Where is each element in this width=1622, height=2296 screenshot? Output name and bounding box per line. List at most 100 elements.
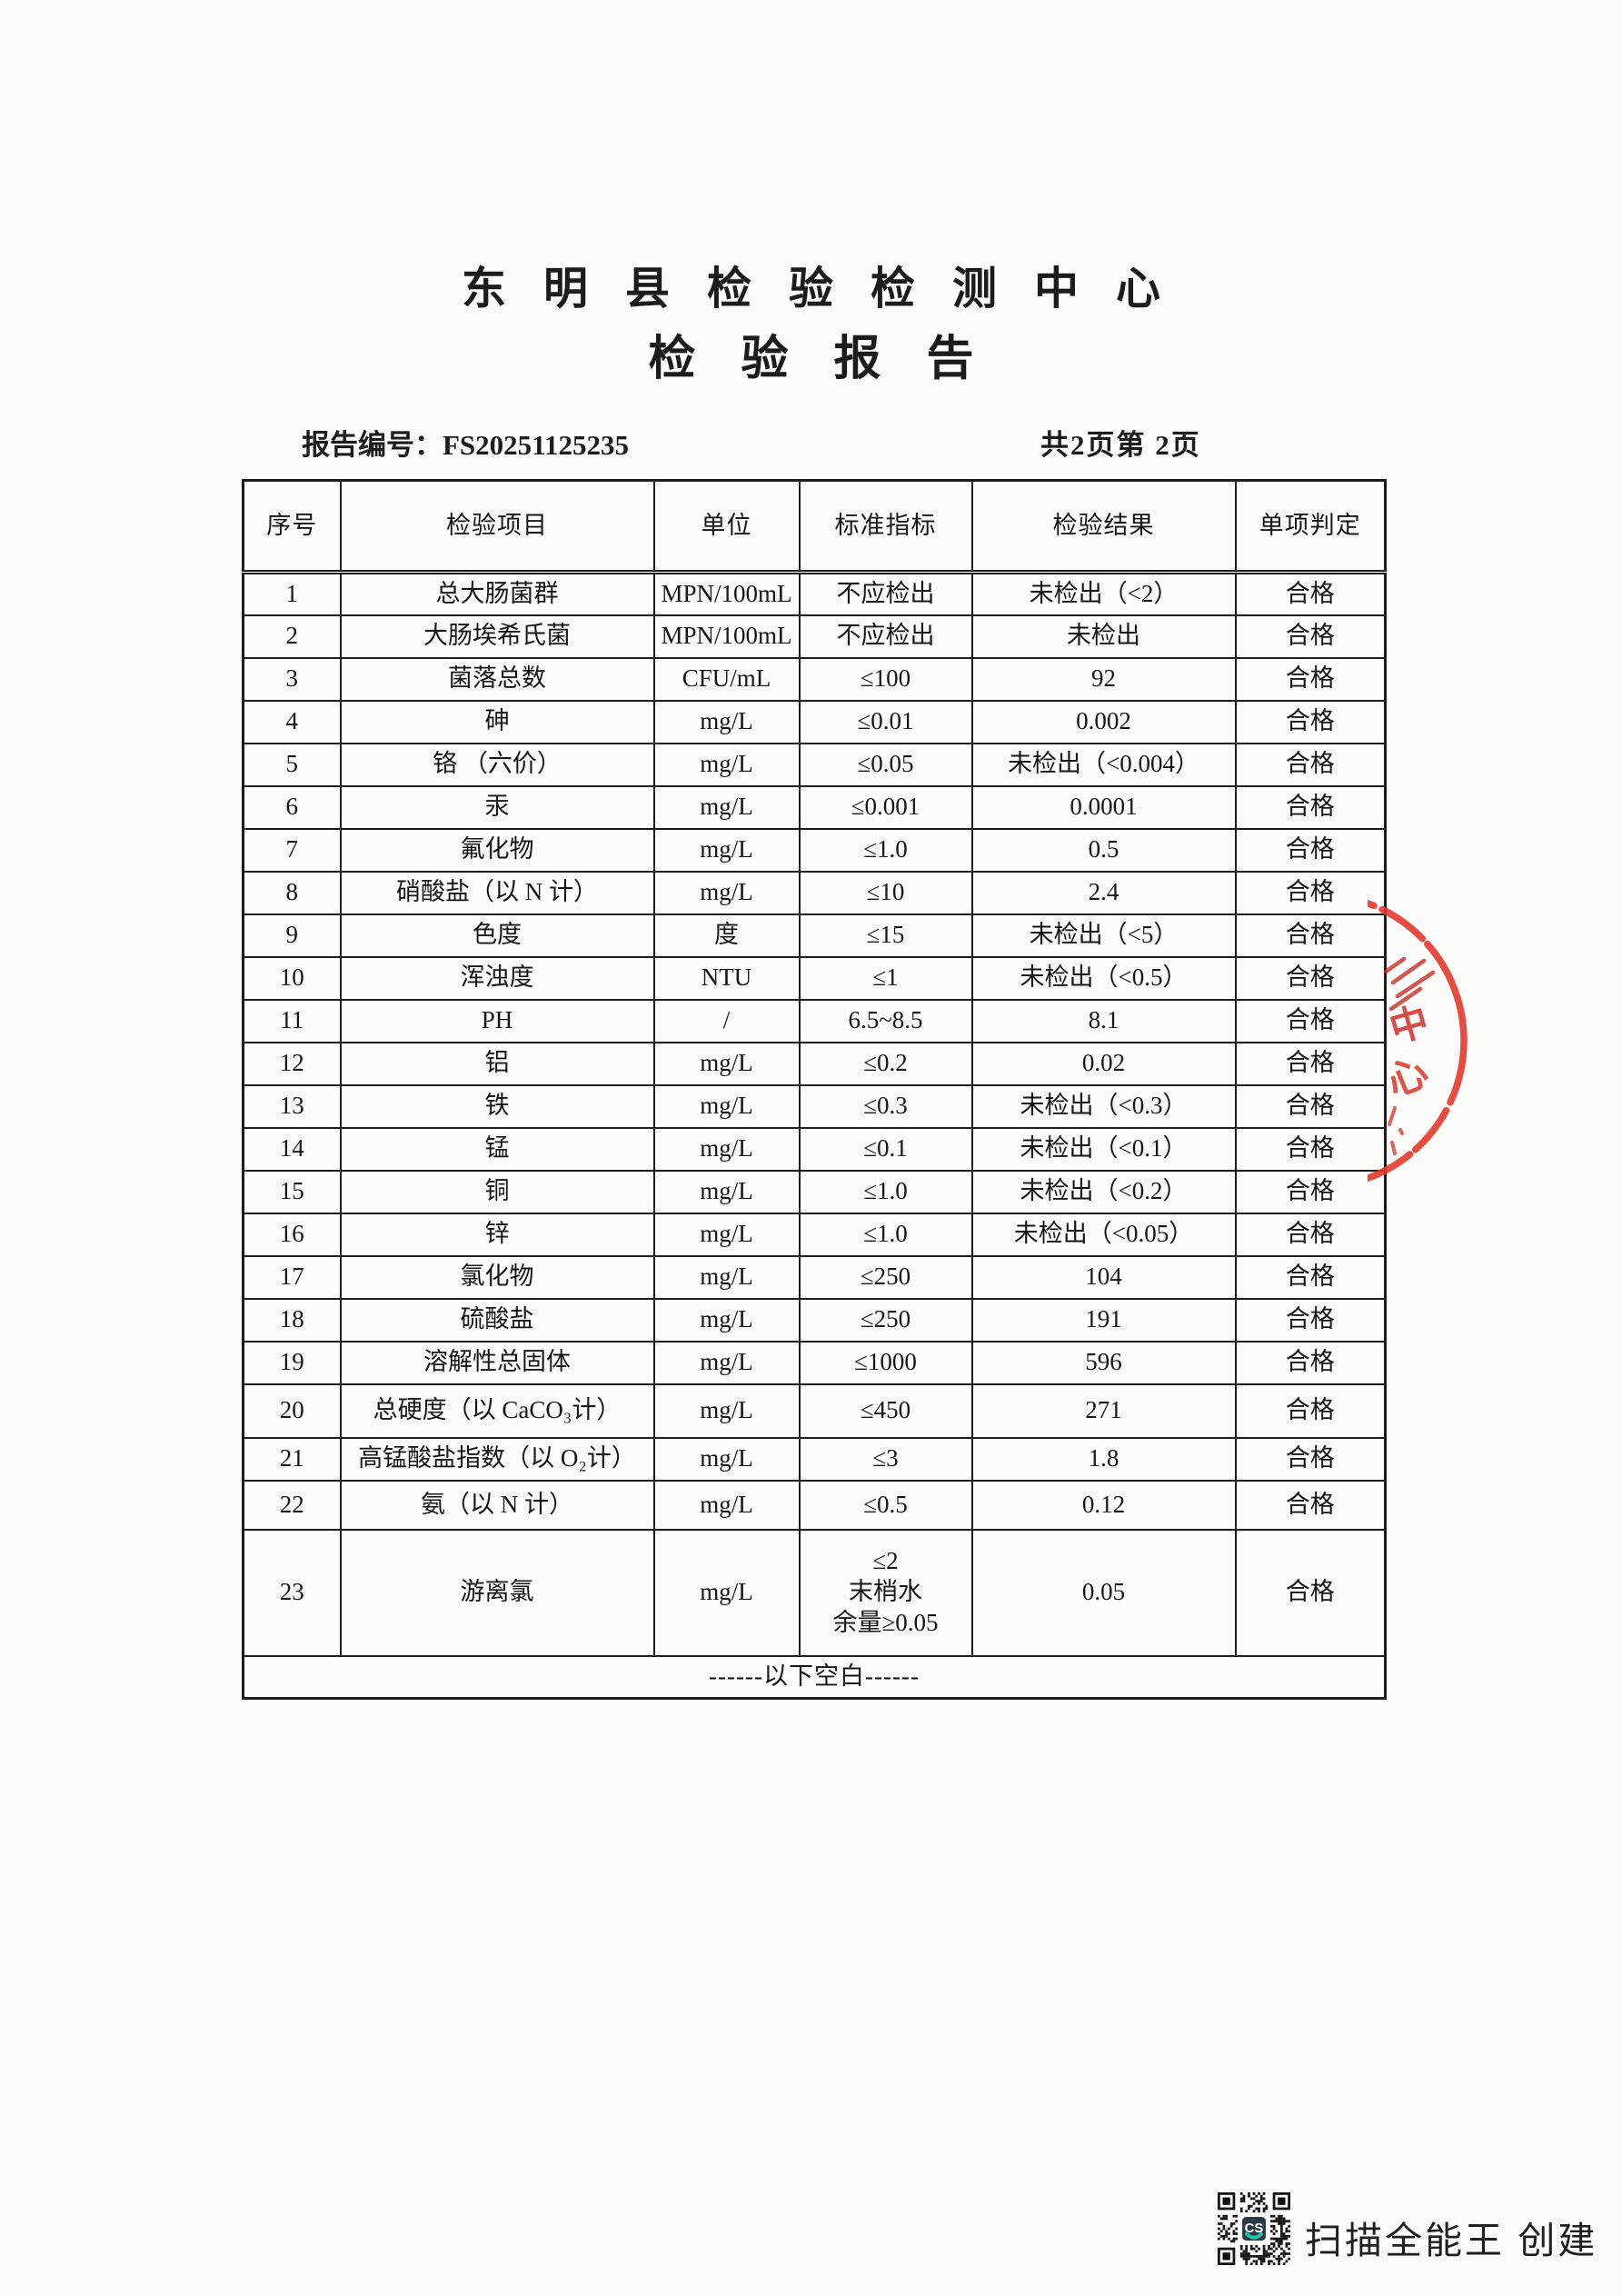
- cell-unit: mg/L: [652, 1083, 801, 1129]
- cell-standard: ≤100: [798, 656, 973, 702]
- cell-judgment: 合格: [1234, 955, 1387, 1001]
- cell-item: 砷: [339, 699, 655, 744]
- table-row: 1 总大肠菌群 MPN/100mL 不应检出 未检出（<2） 合格: [242, 571, 1387, 616]
- table-row: 8 硝酸盐（以 N 计） mg/L ≤10 2.4 合格: [242, 870, 1387, 915]
- cell-standard: 不应检出: [798, 614, 973, 659]
- cell-judgment: 合格: [1234, 1297, 1387, 1343]
- cell-result: 0.002: [970, 699, 1237, 744]
- cell-item: 浑浊度: [339, 955, 655, 1001]
- cell-judgment: 合格: [1234, 1340, 1387, 1385]
- table-row: 16 锌 mg/L ≤1.0 未检出（<0.05） 合格: [242, 1212, 1387, 1257]
- col-header-unit: 单位: [652, 479, 801, 574]
- cell-no: 18: [242, 1297, 342, 1343]
- cell-item: 铬 （六价）: [339, 742, 655, 787]
- cell-judgment: 合格: [1234, 827, 1387, 873]
- cell-result: 未检出（<0.5）: [970, 955, 1237, 1001]
- table-body: 1 总大肠菌群 MPN/100mL 不应检出 未检出（<2） 合格 2 大肠埃希氏菌 MPN/1…: [242, 571, 1387, 1700]
- cell-item: 色度: [339, 913, 655, 958]
- table-row: 14 锰 mg/L ≤0.1 未检出（<0.1） 合格: [242, 1126, 1387, 1172]
- cell-item: 游离氯: [339, 1528, 655, 1657]
- cell-standard: ≤3: [798, 1436, 973, 1482]
- cell-unit: mg/L: [652, 1041, 801, 1086]
- cell-standard: ≤0.2: [798, 1041, 973, 1086]
- cell-item: 铝: [339, 1041, 655, 1086]
- cell-no: 13: [242, 1083, 342, 1129]
- cell-judgment: 合格: [1234, 656, 1387, 702]
- cell-standard: ≤1.0: [798, 827, 973, 873]
- cell-unit: mg/L: [652, 1126, 801, 1172]
- cell-judgment: 合格: [1234, 1169, 1387, 1214]
- cell-unit: 度: [652, 913, 801, 958]
- table-row: 2 大肠埃希氏菌 MPN/100mL 不应检出 未检出 合格: [242, 614, 1387, 659]
- cell-item: 铜: [339, 1169, 655, 1214]
- cell-standard: ≤250: [798, 1254, 973, 1300]
- cell-result: 未检出（<0.2）: [970, 1169, 1237, 1214]
- table-row: 11 PH/6.5~8.5 8.1 合格: [242, 998, 1387, 1043]
- cell-standard: ≤0.01: [798, 699, 973, 744]
- cell-unit: mg/L: [652, 1383, 801, 1439]
- cell-unit: MPN/100mL: [652, 614, 801, 659]
- cell-item: 溶解性总固体: [339, 1340, 655, 1385]
- cell-standard: ≤15: [798, 913, 973, 958]
- report-number-label: 报告编号：: [302, 429, 443, 461]
- cell-item: 氟化物: [339, 827, 655, 873]
- cell-judgment: 合格: [1234, 1436, 1387, 1482]
- cell-judgment: 合格: [1234, 742, 1387, 787]
- cell-judgment: 合格: [1234, 1041, 1387, 1086]
- cell-no: 12: [242, 1041, 342, 1086]
- cell-standard: ≤450: [798, 1383, 973, 1439]
- cell-no: 9: [242, 913, 342, 958]
- cell-item: 硫酸盐: [339, 1297, 655, 1343]
- cell-result: 0.0001: [970, 784, 1237, 830]
- cell-no: 8: [242, 870, 342, 915]
- svg-text:CS: CS: [1245, 2221, 1264, 2236]
- cell-result: 未检出（<2）: [970, 571, 1237, 616]
- table-row: 18 硫酸盐 mg/L ≤250 191 合格: [242, 1297, 1387, 1343]
- cell-item: 菌落总数: [339, 656, 655, 702]
- cell-no: 1: [242, 571, 342, 616]
- cell-unit: mg/L: [652, 742, 801, 787]
- cell-judgment: 合格: [1234, 614, 1387, 659]
- cell-unit: mg/L: [652, 870, 801, 915]
- table-row: 15 铜 mg/L ≤1.0 未检出（<0.2） 合格: [242, 1169, 1387, 1214]
- col-header-result: 检验结果: [970, 479, 1237, 574]
- qr-code: CS: [1218, 2192, 1290, 2265]
- cs-logo-badge: CS: [1240, 2215, 1268, 2242]
- cell-item: 锌: [339, 1212, 655, 1257]
- page-indicator: 共2页第 2页: [1040, 429, 1201, 461]
- table-row: 21 高锰酸盐指数（以 O₂计） mg/L ≤3 1.8 合格: [242, 1436, 1387, 1482]
- cell-result: 596: [970, 1340, 1237, 1385]
- org-title: 东明县检验检测中心: [461, 264, 1198, 314]
- cell-unit: mg/L: [652, 1340, 801, 1385]
- below-blank-note: ------以下空白------: [242, 1654, 1387, 1700]
- table-row: 13 铁 mg/L ≤0.3 未检出（<0.3） 合格: [242, 1083, 1387, 1129]
- cell-standard: ≤1.0: [798, 1169, 973, 1214]
- col-header-standard: 标准指标: [798, 479, 973, 574]
- cell-no: 4: [242, 699, 342, 744]
- col-header-no: 序号: [242, 479, 342, 574]
- cell-no: 2: [242, 614, 342, 659]
- table-row: 22 氨（以 N 计） mg/L ≤0.5 0.12 合格: [242, 1479, 1387, 1531]
- cell-standard: ≤0.1: [798, 1126, 973, 1172]
- cell-standard: ≤0.3: [798, 1083, 973, 1129]
- cell-standard: ≤1000: [798, 1340, 973, 1385]
- cell-unit: CFU/mL: [652, 656, 801, 702]
- cell-result: 1.8: [970, 1436, 1237, 1482]
- cell-judgment: 合格: [1234, 1126, 1387, 1172]
- cell-no: 23: [242, 1528, 342, 1657]
- cell-judgment: 合格: [1234, 998, 1387, 1043]
- cell-result: 未检出: [970, 614, 1237, 659]
- cell-unit: mg/L: [652, 827, 801, 873]
- table-row: 4 砷 mg/L ≤0.01 0.002 合格: [242, 699, 1387, 744]
- cell-unit: mg/L: [652, 784, 801, 830]
- cell-no: 20: [242, 1383, 342, 1439]
- cell-no: 3: [242, 656, 342, 702]
- table-row: 23 游离氯 mg/L ≤2 末梢水 余量≥0.05 0.05 合格: [242, 1528, 1387, 1657]
- cell-unit: /: [652, 998, 801, 1043]
- cell-no: 21: [242, 1436, 342, 1482]
- cell-standard: 不应检出: [798, 571, 973, 616]
- scanner-watermark-caption: 扫描全能王 创建: [1305, 2220, 1598, 2261]
- cell-no: 19: [242, 1340, 342, 1385]
- cell-result: 0.05: [970, 1528, 1237, 1657]
- cell-result: 2.4: [970, 870, 1237, 915]
